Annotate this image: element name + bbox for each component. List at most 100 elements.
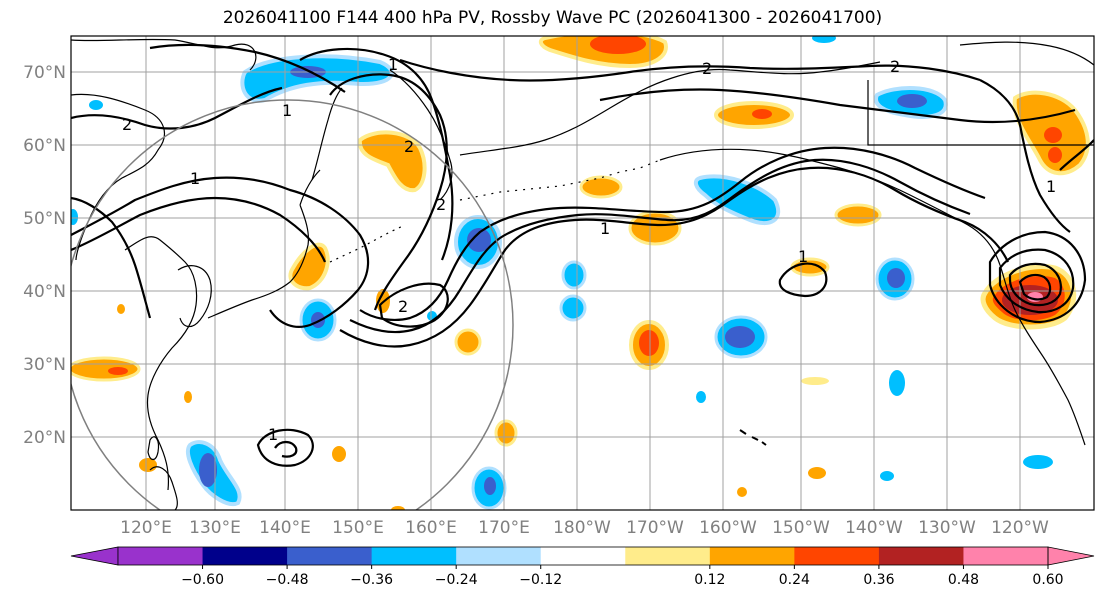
lat-label: 50°N xyxy=(23,209,66,229)
negative-anomaly-region xyxy=(559,294,587,322)
pv-contour-west-canada xyxy=(979,79,1071,233)
contour-label: 1 xyxy=(282,101,292,120)
korea-coastline xyxy=(177,265,212,328)
positive-anomaly-core xyxy=(639,330,659,356)
colorbar-extend-min xyxy=(70,546,119,566)
lon-label: 150°W xyxy=(772,518,830,538)
negative-anomaly-core xyxy=(467,228,491,252)
colorbar-tick-label: 0.36 xyxy=(863,572,894,588)
colorbar-tick-label: 0.48 xyxy=(948,572,979,588)
positive-anomaly-region xyxy=(357,130,427,193)
positive-anomaly-region xyxy=(288,242,330,291)
negative-anomaly-core xyxy=(484,477,496,495)
alaska-coastline xyxy=(459,61,881,156)
negative-anomaly-core xyxy=(887,268,905,288)
negative-anomaly-core xyxy=(725,326,755,348)
positive-anomaly-region xyxy=(834,203,882,227)
west-coast-north-america xyxy=(999,264,1086,446)
positive-anomaly-region xyxy=(808,467,826,479)
lon-label: 130°W xyxy=(918,518,976,538)
pv-contour-arctic xyxy=(399,58,981,82)
negative-anomaly-core xyxy=(897,94,927,108)
negative-anomaly-region xyxy=(696,391,706,403)
lon-label: 130°E xyxy=(189,518,241,538)
pv-contour-subtropical xyxy=(256,428,314,467)
lon-label: 140°E xyxy=(259,518,311,538)
contour-label: 1 xyxy=(798,247,808,266)
colorbar-tick-label: −0.36 xyxy=(350,572,393,588)
colorbar-tick-label: 0.24 xyxy=(779,572,810,588)
colorbar-tick-label: 0.12 xyxy=(694,572,725,588)
colorbar-segment xyxy=(878,547,964,565)
colorbar-tick-label: 0.60 xyxy=(1032,572,1063,588)
taiwan-coastline xyxy=(147,436,160,461)
negative-anomaly-core xyxy=(199,453,217,487)
lon-label: 170°W xyxy=(626,518,684,538)
positive-anomaly-region xyxy=(332,446,346,462)
colorbar-segment xyxy=(709,547,795,565)
positive-anomaly-region xyxy=(801,377,829,385)
contour-label: 1 xyxy=(268,425,278,444)
pv-contour-2-ridge xyxy=(329,73,448,311)
positive-anomaly-core xyxy=(752,109,772,119)
contour-label: 1 xyxy=(600,219,610,238)
japan-coastline xyxy=(207,169,321,319)
pv-contour-closed-2 xyxy=(778,262,828,298)
colorbar-segment xyxy=(118,547,204,565)
colorbar-tick-label: −0.48 xyxy=(266,572,309,588)
lat-label: 60°N xyxy=(23,136,66,156)
arctic-coastline xyxy=(959,41,1094,66)
contour-label: 2 xyxy=(122,115,132,134)
positive-anomaly-region xyxy=(494,419,518,447)
colorbar-segment xyxy=(540,547,626,565)
colorbar-tick-label: −0.60 xyxy=(181,572,224,588)
negative-anomaly-region xyxy=(889,370,905,396)
pv-contours xyxy=(71,43,1094,467)
pv-contour-trough-2 xyxy=(998,248,1075,314)
canada-border xyxy=(867,80,1094,146)
positive-anomaly-region xyxy=(71,356,141,382)
lat-label: 30°N xyxy=(23,355,66,375)
lon-label: 170°E xyxy=(478,518,530,538)
lon-label: 160°E xyxy=(405,518,457,538)
positive-anomaly-region xyxy=(184,391,192,403)
positive-anomaly-region xyxy=(454,328,482,356)
lon-label: 150°E xyxy=(332,518,384,538)
pv-contour-trough-4 xyxy=(1018,273,1052,301)
pv-contour-1-ridge xyxy=(299,47,454,261)
lon-label: 140°W xyxy=(845,518,903,538)
colorbar-segment xyxy=(794,547,880,565)
map-plot-area xyxy=(71,36,1094,510)
pv-contour-1 xyxy=(71,176,370,328)
map-title: 2026041100 F144 400 hPa PV, Rossby Wave … xyxy=(222,8,883,28)
colorbar-tick-label: −0.24 xyxy=(435,572,478,588)
contour-label: 1 xyxy=(190,169,200,188)
contour-label: 1 xyxy=(388,55,398,74)
negative-anomaly-region xyxy=(1023,455,1053,469)
lat-label: 20°N xyxy=(23,428,66,448)
latitude-labels: 70°N 60°N 50°N 40°N 30°N 20°N xyxy=(23,63,66,448)
negative-anomaly-region xyxy=(561,260,587,290)
colorbar-segment xyxy=(963,547,1049,565)
pv-contour-trough-3 xyxy=(1008,262,1062,307)
pv-contour-west-canada-2 xyxy=(1059,139,1094,171)
longitude-labels: 120°E 130°E 140°E 150°E 160°E 170°E 180°… xyxy=(120,518,1049,538)
aleutian-chain xyxy=(459,159,661,201)
pv-contour-north-1 xyxy=(149,43,346,93)
pv-contour-trough-1 xyxy=(988,230,1087,324)
negative-anomaly-region xyxy=(240,54,394,103)
pv-contour-jet-1 xyxy=(339,166,1009,348)
pv-contour-jet-3 xyxy=(359,146,986,321)
lon-label: 120°E xyxy=(120,518,172,538)
lon-label: 120°W xyxy=(991,518,1049,538)
colorbar-extend-max xyxy=(1047,546,1095,566)
colorbar: −0.60 −0.48 −0.36 −0.24 −0.12 0.12 0.24 0.36 0.4… xyxy=(70,546,1095,588)
pv-contour-subtropical-inner xyxy=(274,440,298,458)
contour-label: 2 xyxy=(436,195,446,214)
colorbar-segment xyxy=(456,547,542,565)
colorbar-segment xyxy=(625,547,711,565)
colorbar-tick-label: −0.12 xyxy=(519,572,562,588)
negative-anomaly-region xyxy=(880,471,894,481)
negative-anomaly-region xyxy=(812,36,836,43)
